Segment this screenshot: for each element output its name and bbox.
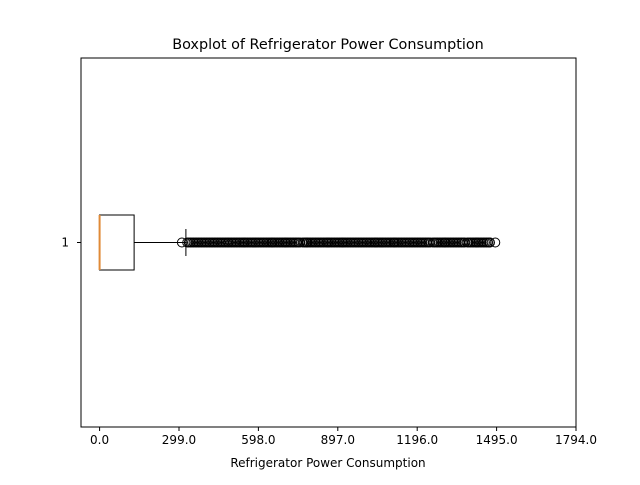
outlier-point: [484, 237, 495, 248]
outlier-point: [322, 237, 333, 248]
outlier-point: [267, 237, 278, 248]
outlier-point: [439, 237, 450, 248]
outlier-point: [176, 237, 187, 248]
outlier-point: [337, 237, 348, 248]
x-tick-label: 1196.0: [396, 433, 438, 447]
outlier-point: [490, 237, 501, 248]
outlier-point: [280, 237, 291, 248]
x-axis-label: Refrigerator Power Consumption: [230, 456, 425, 470]
chart-title: Boxplot of Refrigerator Power Consumptio…: [172, 37, 484, 53]
x-tick-label: 897.0: [321, 433, 355, 447]
x-tick-label: 1794.0: [555, 433, 597, 447]
y-tick-label: 1: [61, 236, 69, 250]
outlier-point: [301, 237, 312, 248]
x-tick-label: 0.0: [90, 433, 109, 447]
outlier-point: [370, 237, 381, 248]
plot-area: 0.0 299.0 598.0 897.0 1196.0 1495.0 1794.0 1: [61, 57, 597, 447]
x-tick-label: 1495.0: [476, 433, 518, 447]
outlier-point: [239, 237, 250, 248]
x-tick-label: 598.0: [241, 433, 275, 447]
x-tick-label: 299.0: [162, 433, 196, 447]
outlier-point: [389, 237, 400, 248]
outlier-point: [471, 237, 482, 248]
